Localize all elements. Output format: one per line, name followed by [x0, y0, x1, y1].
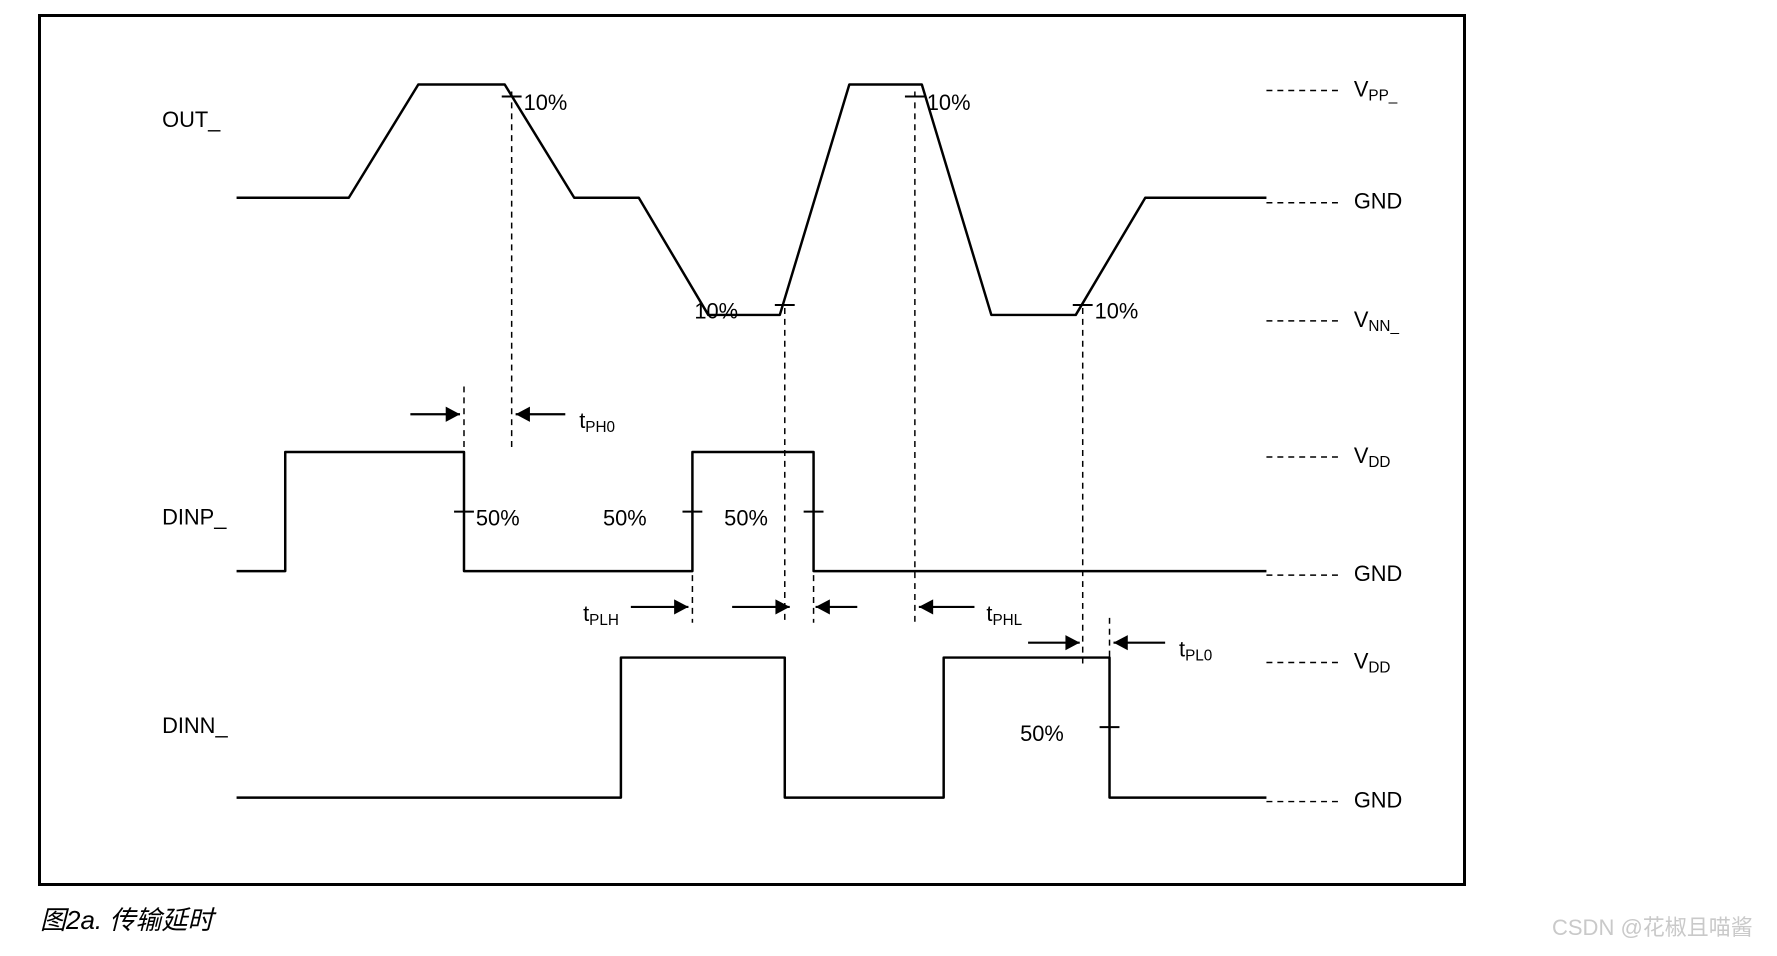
watermark: CSDN @花椒且喵酱	[1552, 910, 1753, 942]
timing-diagram-svg: OUT_ DINP_ DINN_ VPP_ GND VNN_ VDD GND VDD GND 10%…	[41, 17, 1463, 883]
svg-text:VDD: VDD	[1354, 443, 1391, 471]
svg-text:50%: 50%	[724, 505, 768, 530]
svg-text:OUT_: OUT_	[162, 107, 221, 132]
svg-text:tPH0: tPH0	[579, 408, 615, 436]
svg-text:tPHL: tPHL	[986, 601, 1022, 629]
svg-text:GND: GND	[1354, 787, 1403, 812]
svg-text:VPP_: VPP_	[1354, 76, 1398, 104]
page: OUT_ DINP_ DINN_ VPP_ GND VNN_ VDD GND VDD GND 10%…	[0, 0, 1777, 956]
svg-text:50%: 50%	[476, 505, 520, 530]
svg-text:10%: 10%	[1095, 299, 1139, 324]
svg-text:DINP_: DINP_	[162, 504, 227, 529]
svg-text:tPL0: tPL0	[1179, 636, 1212, 664]
diagram-frame: OUT_ DINP_ DINN_ VPP_ GND VNN_ VDD GND VDD GND 10%…	[38, 14, 1466, 886]
svg-text:tPLH: tPLH	[583, 601, 619, 629]
svg-text:10%: 10%	[524, 90, 568, 115]
svg-text:GND: GND	[1354, 561, 1403, 586]
svg-text:VNN_: VNN_	[1354, 307, 1400, 335]
svg-text:DINN_: DINN_	[162, 713, 228, 738]
figure-caption: 图2a. 传输延时	[40, 900, 213, 937]
svg-text:VDD: VDD	[1354, 648, 1391, 676]
svg-text:10%: 10%	[927, 90, 971, 115]
svg-text:50%: 50%	[603, 505, 647, 530]
svg-text:GND: GND	[1354, 188, 1403, 213]
svg-text:10%: 10%	[694, 299, 738, 324]
svg-text:50%: 50%	[1020, 721, 1064, 746]
